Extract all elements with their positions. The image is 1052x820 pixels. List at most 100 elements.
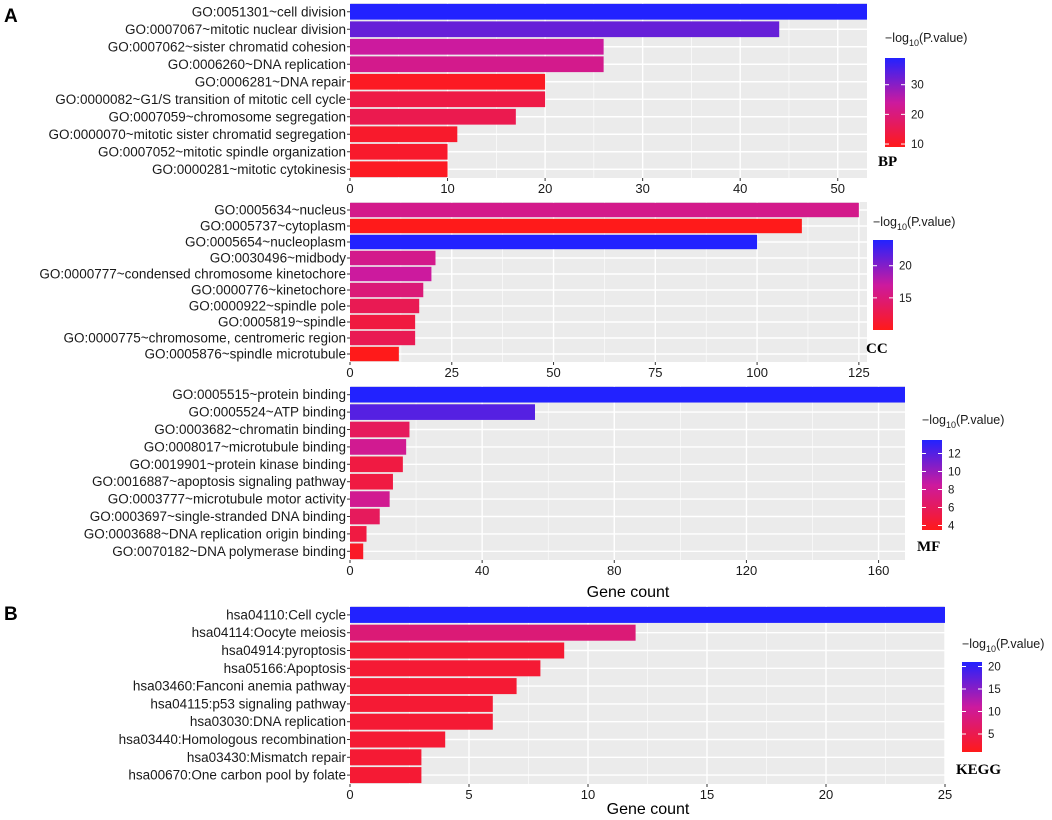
x-tick-label-cc: 75	[648, 365, 662, 380]
legend-tick-label-mf: 10	[948, 467, 961, 479]
bar-cc-2	[350, 218, 802, 234]
ontology-tag-cc: CC	[866, 341, 888, 357]
bar-kegg-7	[350, 713, 493, 730]
legend-title-kegg: −log10(P.value)	[962, 637, 1044, 654]
legend-cc: −log10(P.value) 15 20	[873, 215, 955, 330]
category-label-bp-1: GO:0051301~cell division	[192, 4, 346, 19]
bar-mf-4	[350, 439, 407, 455]
bar-kegg-1	[350, 606, 945, 623]
category-label-kegg-6: hsa04115:p53 signaling pathway	[150, 696, 346, 711]
legend-tick-label-mf: 8	[948, 485, 954, 497]
legend-tick-label-cc: 15	[899, 293, 912, 305]
bar-mf-5	[350, 456, 403, 473]
category-label-kegg-3: hsa04914:pyroptosis	[221, 643, 346, 658]
bar-bp-2	[350, 21, 780, 38]
legend-tick-label-kegg: 10	[988, 707, 1001, 719]
category-label-mf-5: GO:0019901~protein kinase binding	[129, 457, 346, 472]
category-label-kegg-10: hsa00670:One carbon pool by folate	[128, 768, 346, 783]
bar-cc-9	[350, 330, 416, 346]
category-label-bp-9: GO:0007052~mitotic spindle organization	[98, 144, 346, 159]
x-tick-label-kegg: 10	[581, 787, 595, 802]
legend-colorbar-bp	[885, 58, 905, 147]
bar-mf-1	[350, 386, 905, 403]
x-tick-label-bp: 30	[635, 181, 649, 196]
bar-bp-9	[350, 143, 448, 160]
chart-kegg: hsa04110:Cell cycle hsa04114:Oocyte meios…	[119, 606, 1044, 802]
category-label-mf-1: GO:0005515~protein binding	[172, 387, 346, 402]
x-tick-label-mf: 120	[736, 563, 758, 578]
bar-cc-1	[350, 202, 859, 218]
category-label-mf-2: GO:0005524~ATP binding	[189, 405, 347, 420]
bar-bp-5	[350, 73, 546, 90]
legend-tick-label-kegg: 20	[988, 662, 1001, 674]
x-tick-label-kegg: 5	[465, 787, 472, 802]
chart-mf: GO:0005515~protein binding GO:0005524~ATP…	[84, 386, 1004, 578]
bar-cc-5	[350, 266, 432, 282]
legend-colorbar-mf	[922, 440, 942, 530]
legend-kegg: −log10(P.value) 5 10 15 20	[962, 637, 1044, 752]
legend-tick-label-bp: 10	[911, 139, 924, 151]
legend-colorbar-kegg	[962, 662, 982, 752]
category-label-kegg-5: hsa03460:Fanconi anemia pathway	[133, 679, 346, 694]
x-tick-label-cc: 25	[445, 365, 459, 380]
legend-tick-label-mf: 4	[948, 521, 955, 533]
category-label-cc-6: GO:0000776~kinetochore	[191, 283, 346, 298]
category-label-bp-7: GO:0007059~chromosome segregation	[108, 109, 346, 124]
legend-tick-label-cc: 20	[899, 261, 912, 273]
bar-bp-6	[350, 91, 546, 108]
category-label-cc-4: GO:0030496~midbody	[210, 251, 346, 266]
category-label-bp-4: GO:0006260~DNA replication	[168, 57, 346, 72]
bar-kegg-5	[350, 678, 517, 695]
bar-kegg-2	[350, 624, 636, 641]
chart-bp: GO:0051301~cell division GO:0007067~mitot…	[48, 3, 967, 196]
bar-bp-10	[350, 161, 448, 178]
legend-mf: −log10(P.value) 4 6 8 10 12	[922, 413, 1004, 533]
bar-cc-3	[350, 234, 758, 250]
category-label-mf-3: GO:0003682~chromatin binding	[154, 422, 346, 437]
bar-kegg-6	[350, 695, 493, 712]
x-tick-label-cc: 125	[848, 365, 870, 380]
bar-bp-1	[350, 3, 867, 20]
bar-cc-4	[350, 250, 436, 266]
x-tick-label-kegg: 20	[819, 787, 833, 802]
category-label-cc-5: GO:0000777~condensed chromosome kinetoch…	[39, 267, 346, 282]
x-axis-title-b: Gene count	[607, 801, 690, 818]
category-label-mf-7: GO:0003777~microtubule motor activity	[108, 492, 346, 507]
legend-tick-label-kegg: 15	[988, 684, 1001, 696]
category-label-mf-9: GO:0003688~DNA replication origin bindin…	[84, 526, 346, 541]
category-label-cc-9: GO:0000775~chromosome, centromeric regio…	[63, 331, 346, 346]
category-label-mf-10: GO:0070182~DNA polymerase binding	[112, 544, 346, 559]
category-label-kegg-9: hsa03430:Mismatch repair	[187, 750, 347, 765]
bar-kegg-4	[350, 660, 541, 677]
category-label-kegg-4: hsa05166:Apoptosis	[224, 661, 347, 676]
legend-tick-label-bp: 30	[911, 80, 924, 92]
category-label-kegg-2: hsa04114:Oocyte meiosis	[192, 625, 347, 640]
bar-mf-2	[350, 404, 535, 420]
bar-bp-8	[350, 126, 458, 143]
bar-cc-10	[350, 346, 399, 362]
x-tick-label-kegg: 0	[346, 787, 353, 802]
x-axis-title-a: Gene count	[587, 584, 670, 601]
legend-tick-label-kegg: 5	[988, 729, 994, 741]
category-label-cc-10: GO:0005876~spindle microtubule	[144, 347, 346, 362]
x-tick-label-bp: 40	[733, 181, 747, 196]
category-label-mf-4: GO:0008017~microtubule binding	[144, 439, 346, 454]
legend-title-bp: −log10(P.value)	[885, 31, 967, 48]
category-label-cc-2: GO:0005737~cytoplasm	[200, 219, 346, 234]
legend-colorbar-cc	[873, 240, 893, 330]
x-tick-label-kegg: 25	[938, 787, 952, 802]
legend-title-mf: −log10(P.value)	[922, 413, 1004, 430]
ontology-tag-mf: MF	[917, 539, 940, 555]
bar-mf-3	[350, 421, 410, 438]
category-label-mf-8: GO:0003697~single-stranded DNA binding	[90, 509, 346, 524]
category-label-kegg-1: hsa04110:Cell cycle	[226, 607, 346, 622]
x-tick-label-bp: 10	[440, 181, 454, 196]
bar-mf-9	[350, 526, 367, 542]
bar-mf-6	[350, 473, 393, 490]
category-label-bp-6: GO:0000082~G1/S transition of mitotic ce…	[55, 92, 346, 107]
bar-bp-3	[350, 38, 604, 55]
panel-label-b: B	[4, 604, 18, 625]
bar-cc-8	[350, 314, 416, 330]
bar-bp-7	[350, 108, 516, 125]
